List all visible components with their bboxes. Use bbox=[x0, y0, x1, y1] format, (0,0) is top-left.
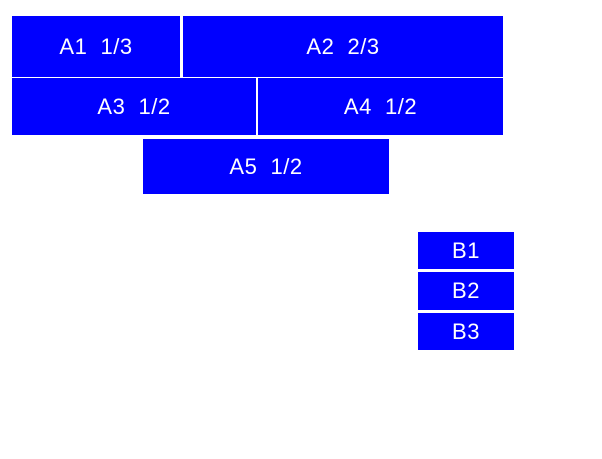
box-a5[interactable]: A5 1/2 bbox=[143, 139, 389, 194]
box-a4[interactable]: A4 1/2 bbox=[258, 78, 503, 135]
box-a1[interactable]: A1 1/3 bbox=[12, 16, 180, 77]
box-b2[interactable]: B2 bbox=[418, 272, 514, 310]
box-b3[interactable]: B3 bbox=[418, 313, 514, 350]
box-b1[interactable]: B1 bbox=[418, 232, 514, 269]
box-a2[interactable]: A2 2/3 bbox=[183, 16, 503, 77]
box-a3[interactable]: A3 1/2 bbox=[12, 78, 256, 135]
